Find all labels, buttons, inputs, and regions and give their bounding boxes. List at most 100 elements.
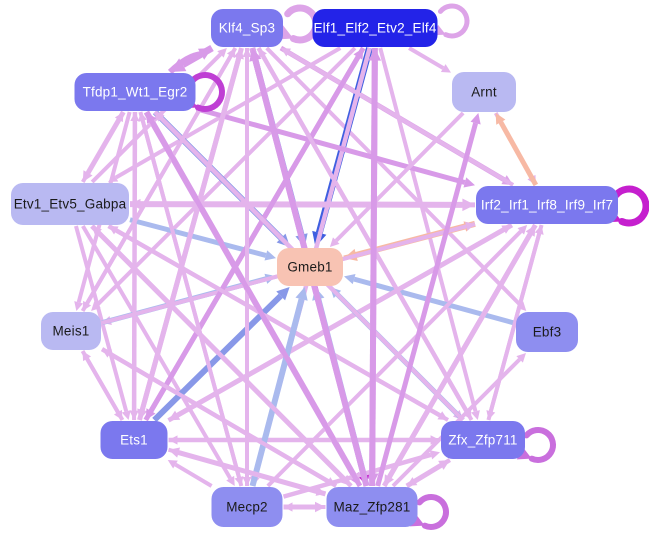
graph-edge[interactable] bbox=[242, 48, 252, 486]
graph-node-meis1[interactable]: Meis1 bbox=[41, 312, 101, 350]
graph-node-tfdp1_wt1_egr2[interactable]: Tfdp1_Wt1_Egr2 bbox=[74, 73, 196, 111]
edge-arrowhead-icon bbox=[108, 226, 119, 235]
edge-arrowhead-icon bbox=[242, 48, 252, 57]
node-shape bbox=[476, 186, 618, 224]
node-label: Elf1_Elf2_Etv2_Elf4 bbox=[313, 21, 436, 36]
edge-arrowhead-icon bbox=[264, 250, 276, 261]
graph-edge[interactable] bbox=[167, 225, 512, 423]
graph-edge[interactable] bbox=[378, 47, 480, 420]
edge-shaft bbox=[97, 231, 353, 488]
graph-edge[interactable] bbox=[258, 48, 474, 421]
graph-edge[interactable] bbox=[138, 112, 244, 487]
edge-arrowhead-icon bbox=[197, 48, 212, 60]
graph-edge[interactable] bbox=[168, 447, 327, 497]
edge-shaft bbox=[334, 111, 465, 243]
graph-edge[interactable] bbox=[167, 48, 212, 75]
edge-shaft bbox=[287, 50, 515, 187]
edge-arrowhead-icon bbox=[495, 113, 506, 125]
node-label: Zfx_Zfp711 bbox=[448, 433, 517, 448]
node-shape bbox=[211, 9, 283, 47]
graph-edge[interactable] bbox=[375, 113, 481, 487]
edge-arrowhead-icon bbox=[168, 447, 181, 458]
graph-node-mecp2[interactable]: Mecp2 bbox=[211, 487, 283, 527]
node-label: Arnt bbox=[471, 85, 497, 100]
graph-edge[interactable] bbox=[82, 351, 125, 422]
edge-arrowhead-icon bbox=[233, 48, 244, 60]
graph-edge[interactable] bbox=[146, 112, 363, 488]
graph-edge[interactable] bbox=[81, 112, 124, 184]
graph-node-ebf3[interactable]: Ebf3 bbox=[516, 312, 578, 352]
graph-edge[interactable] bbox=[137, 48, 244, 421]
node-label: Meis1 bbox=[52, 324, 89, 339]
graph-edge[interactable] bbox=[495, 113, 539, 187]
node-shape bbox=[326, 487, 418, 527]
graph-edge[interactable] bbox=[143, 48, 364, 422]
edge-arrowhead-icon bbox=[249, 48, 262, 62]
graph-node-arnt[interactable]: Arnt bbox=[452, 72, 516, 112]
graph-self-loop[interactable] bbox=[433, 3, 470, 39]
node-shape bbox=[452, 72, 516, 112]
self-loop-arc bbox=[284, 4, 320, 44]
self-loop-arc bbox=[416, 494, 449, 530]
graph-edge[interactable] bbox=[266, 225, 528, 488]
edge-arrowhead-icon bbox=[329, 237, 340, 247]
node-shape bbox=[312, 9, 438, 47]
edge-shaft bbox=[81, 118, 121, 184]
self-loop-arc bbox=[188, 72, 225, 112]
graph-edge[interactable] bbox=[280, 48, 515, 187]
edge-layer bbox=[74, 44, 544, 513]
edge-arrowhead-icon bbox=[82, 351, 92, 362]
edge-arrowhead-icon bbox=[226, 48, 236, 59]
edge-arrowhead-icon bbox=[258, 48, 267, 59]
edge-shaft bbox=[282, 452, 432, 499]
edge-shaft bbox=[129, 217, 267, 258]
self-loop-layer bbox=[183, 3, 649, 530]
node-shape bbox=[277, 248, 343, 286]
graph-edge[interactable] bbox=[129, 217, 276, 261]
graph-edge[interactable] bbox=[486, 225, 544, 421]
node-label: Mecp2 bbox=[226, 500, 268, 515]
node-label: Maz_Zfp281 bbox=[333, 500, 410, 515]
graph-edge[interactable] bbox=[195, 106, 476, 188]
node-shape bbox=[211, 487, 283, 527]
graph-edge[interactable] bbox=[408, 46, 451, 73]
edge-arrowhead-icon bbox=[295, 287, 308, 301]
graph-node-elf1_elf2_etv2_elf4[interactable]: Elf1_Elf2_Etv2_Elf4 bbox=[312, 9, 438, 47]
graph-edge[interactable] bbox=[167, 460, 213, 488]
edge-shaft bbox=[108, 351, 338, 488]
edge-shaft bbox=[195, 106, 466, 185]
graph-node-gmeb1[interactable]: Gmeb1 bbox=[277, 248, 343, 286]
graph-edge[interactable] bbox=[102, 349, 338, 488]
node-layer: Klf4_Sp3 Elf1_Elf2_Etv2_Elf4 Tfdp1_Wt1_Egr… bbox=[11, 9, 618, 527]
node-shape bbox=[441, 421, 525, 459]
graph-edge[interactable] bbox=[382, 225, 536, 488]
graph-node-ets1[interactable]: Ets1 bbox=[100, 421, 168, 459]
graph-edge[interactable] bbox=[91, 226, 353, 488]
edge-arrowhead-icon bbox=[102, 349, 113, 358]
edge-arrowhead-icon bbox=[114, 112, 124, 123]
node-label: Gmeb1 bbox=[287, 260, 332, 275]
graph-edge[interactable] bbox=[405, 460, 450, 489]
graph-node-zfx_zfp711[interactable]: Zfx_Zfp711 bbox=[441, 421, 525, 459]
edge-arrowhead-icon bbox=[440, 64, 451, 73]
edge-shaft bbox=[265, 46, 522, 306]
graph-edge[interactable] bbox=[368, 48, 382, 487]
node-label: Ets1 bbox=[120, 433, 148, 448]
graph-edge[interactable] bbox=[282, 450, 441, 499]
graph-edge[interactable] bbox=[249, 287, 308, 487]
graph-edge[interactable] bbox=[283, 502, 326, 512]
graph-edge[interactable] bbox=[329, 111, 465, 247]
edge-arrowhead-icon bbox=[534, 225, 544, 235]
edge-arrowhead-icon bbox=[280, 48, 291, 57]
edge-shaft bbox=[405, 463, 443, 489]
edge-shaft bbox=[85, 357, 125, 422]
graph-node-klf4_sp3[interactable]: Klf4_Sp3 bbox=[211, 9, 283, 47]
edge-shaft bbox=[408, 46, 445, 70]
edge-shaft bbox=[498, 120, 539, 187]
edge-arrowhead-icon bbox=[429, 450, 440, 460]
edge-arrowhead-icon bbox=[465, 221, 475, 231]
graph-node-irf2_irf1_irf8_irf9_irf7[interactable]: Irf2_Irf1_Irf8_Irf9_Irf7 bbox=[476, 186, 618, 224]
graph-node-maz_zfp281[interactable]: Maz_Zfp281 bbox=[326, 487, 418, 527]
graph-node-etv1_etv5_gabpa[interactable]: Etv1_Etv5_Gabpa bbox=[11, 183, 129, 225]
